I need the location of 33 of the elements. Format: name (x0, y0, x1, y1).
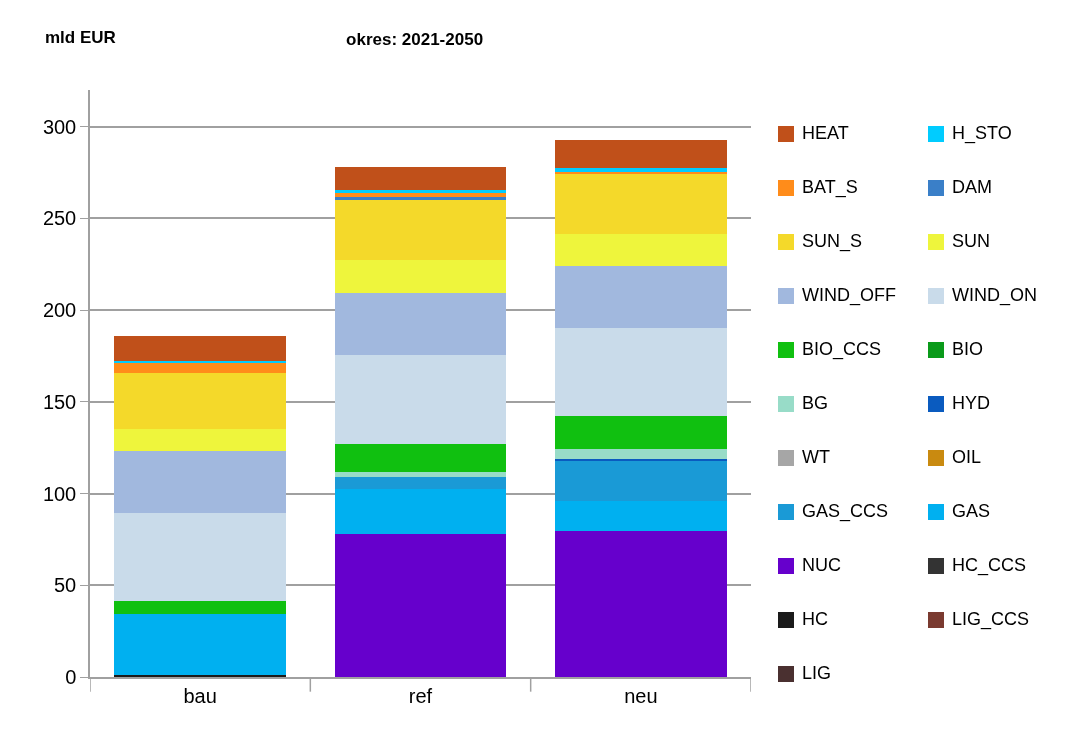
y-axis-title: mld EUR (45, 28, 116, 48)
legend-label: NUC (802, 555, 841, 576)
legend-label: WT (802, 447, 830, 468)
legend-label: HYD (952, 393, 991, 414)
y-tick-label: 300 (42, 115, 77, 138)
legend-label: BIO (952, 339, 984, 360)
legend-label: GAS_CCS (802, 501, 889, 522)
legend-label: BAT_S (802, 177, 858, 198)
x-tick-label: bau (183, 684, 217, 707)
legend-label: H_STO (952, 123, 1012, 144)
legend-label: OIL (952, 447, 982, 468)
legend-label: LIG (802, 663, 832, 684)
y-tick-label: 100 (42, 482, 77, 505)
legend-label: GAS (952, 501, 991, 522)
y-tick-label: 200 (42, 299, 77, 322)
legend-label: DAM (952, 177, 992, 198)
chart-title: okres: 2021-2050 (346, 30, 484, 50)
legend-label: HC (802, 609, 828, 630)
y-tick-label: 150 (42, 390, 77, 413)
legend-label: SUN (952, 231, 991, 252)
legend-label: WIND_OFF (802, 285, 896, 306)
x-tick-label: neu (624, 684, 658, 707)
legend-label: HC_CCS (952, 555, 1027, 576)
y-tick-label: 0 (65, 666, 77, 688)
legend-label: SUN_S (802, 231, 863, 252)
x-tick-label: ref (408, 684, 433, 707)
legend-label: WIND_ON (952, 285, 1037, 306)
legend-label: BIO_CCS (802, 339, 882, 360)
y-tick-label: 250 (42, 207, 77, 230)
legend-label: LIG_CCS (952, 609, 1030, 630)
legend-label: HEAT (802, 123, 849, 144)
legend-label: BG (802, 393, 829, 414)
y-tick-label: 50 (54, 574, 77, 597)
